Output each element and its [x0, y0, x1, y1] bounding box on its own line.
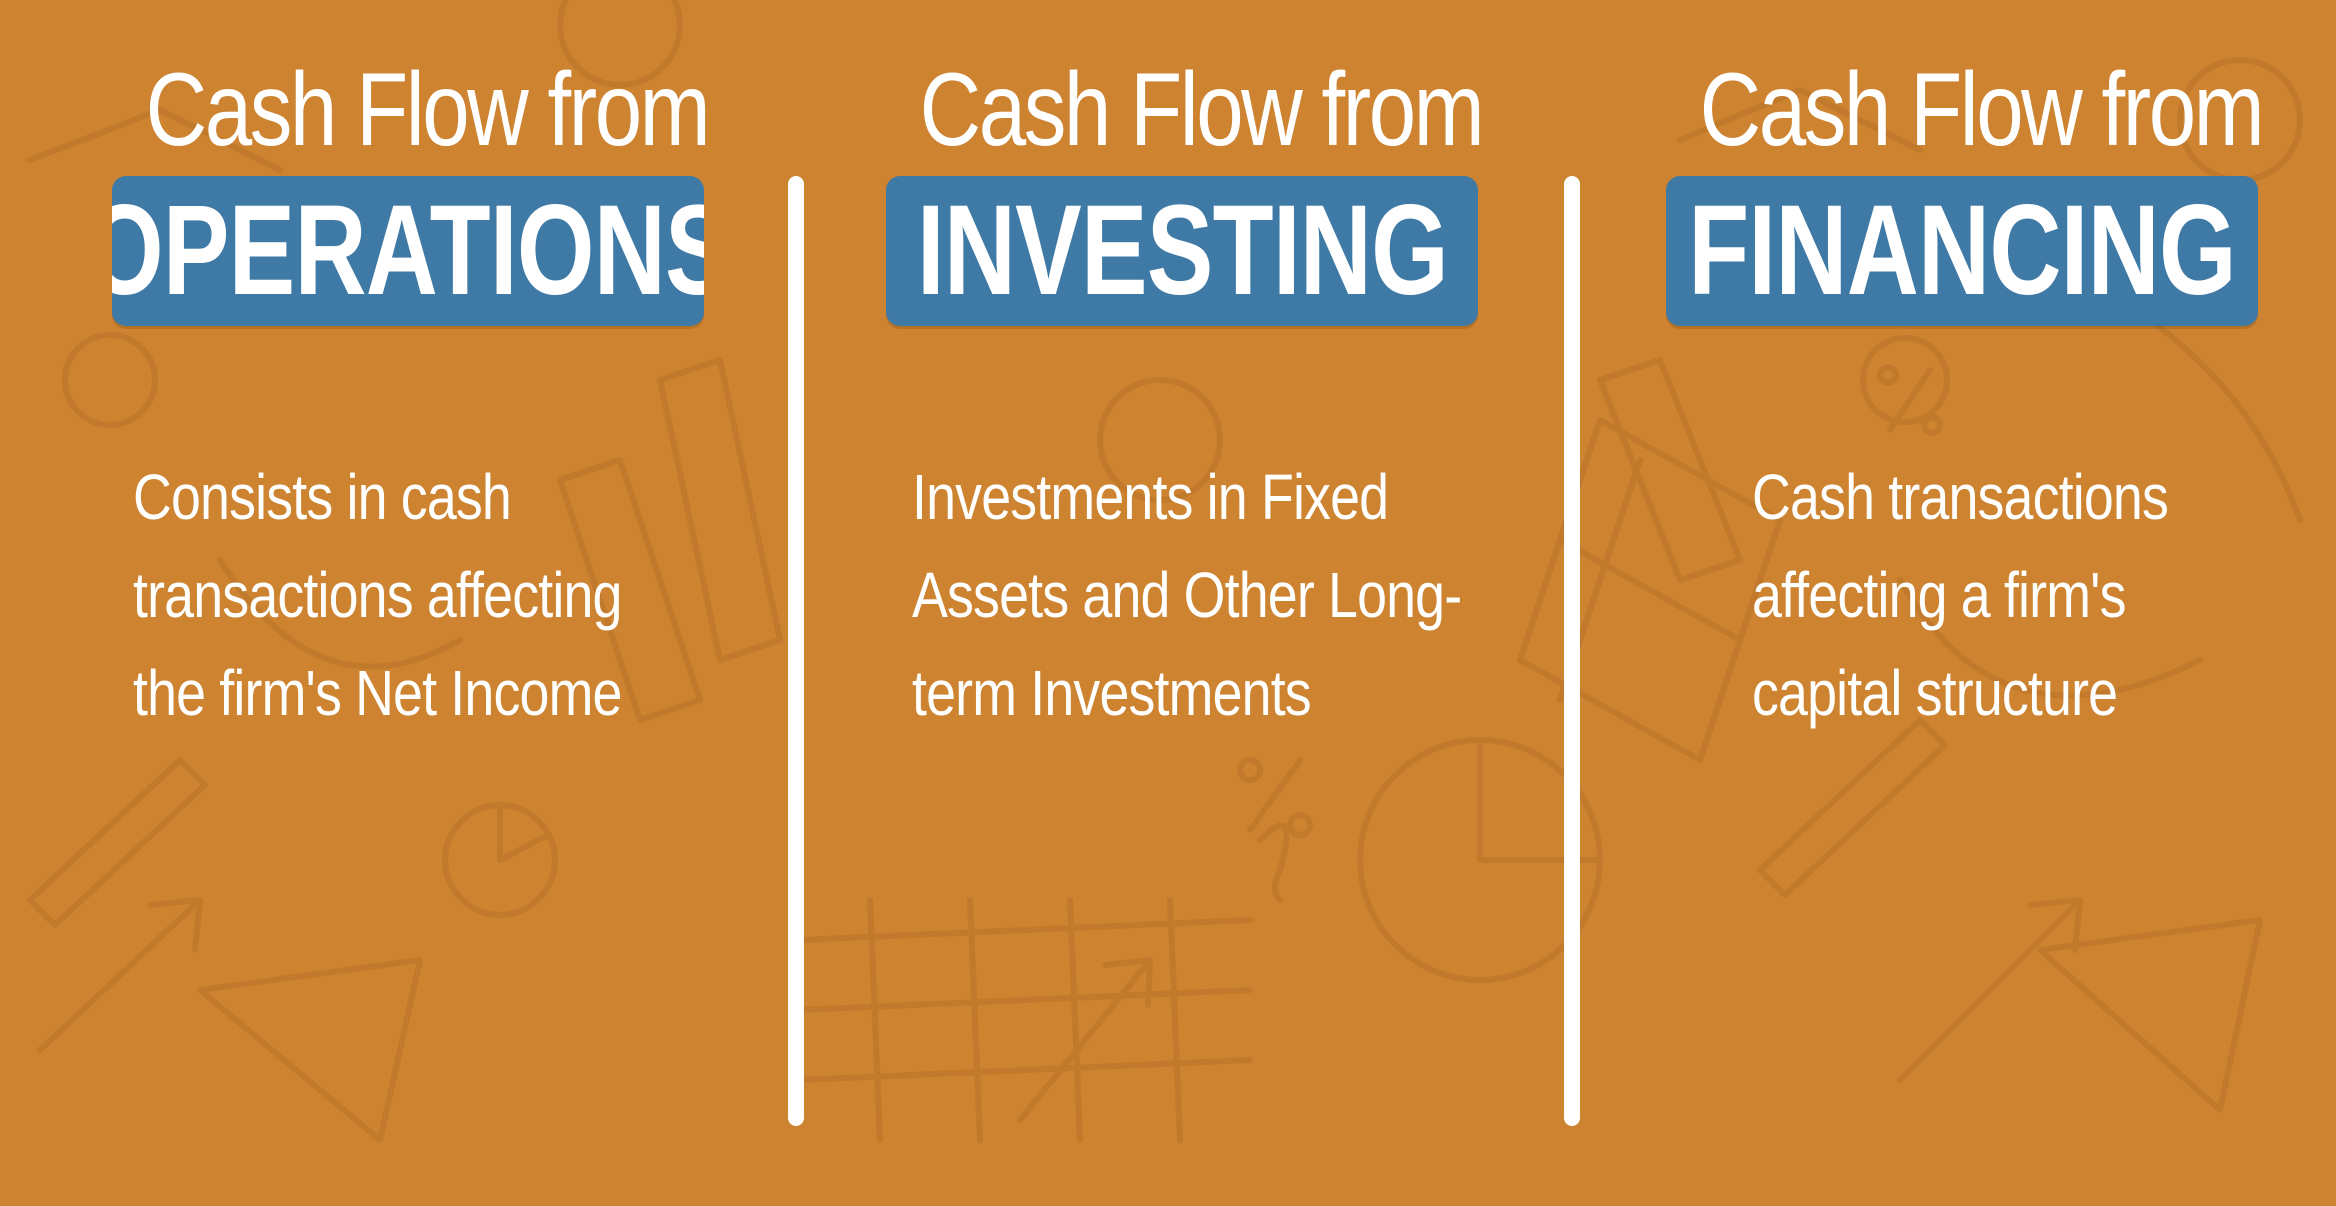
description-line: term Investments — [912, 657, 1312, 729]
column-heading: Cash Flow from — [145, 52, 711, 168]
description-line: capital structure — [1752, 657, 2118, 729]
description-line: Cash transactions — [1752, 461, 2169, 533]
banner-investing: INVESTING — [886, 176, 1478, 326]
description-line: transactions affecting — [133, 559, 622, 631]
description-line: Consists in cash — [133, 461, 512, 533]
column-heading: Cash Flow from — [1699, 52, 2265, 168]
column-description: Consists in cash transactions affecting … — [133, 448, 671, 742]
banner-label: OPERATIONS — [112, 179, 704, 322]
column-divider-right — [1564, 176, 1580, 1126]
description-line: Investments in Fixed — [912, 461, 1389, 533]
banner-operations: OPERATIONS — [112, 176, 704, 326]
column-divider-left — [788, 176, 804, 1126]
column-description: Cash transactions affecting a firm's cap… — [1752, 448, 2290, 742]
banner-label: INVESTING — [916, 179, 1448, 322]
column-description: Investments in Fixed Assets and Other Lo… — [912, 448, 1462, 742]
banner-label: FINANCING — [1688, 179, 2236, 322]
description-line: the firm's Net Income — [133, 657, 622, 729]
banner-financing: FINANCING — [1666, 176, 2258, 326]
description-line: Assets and Other Long- — [912, 559, 1462, 631]
column-heading: Cash Flow from — [919, 52, 1485, 168]
description-line: affecting a firm's — [1752, 559, 2126, 631]
